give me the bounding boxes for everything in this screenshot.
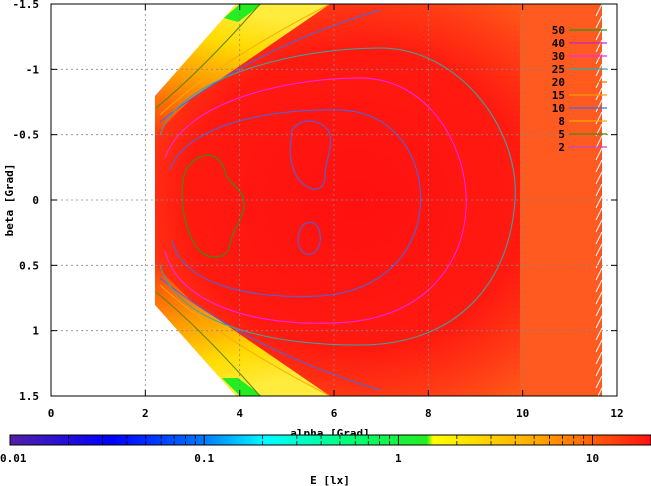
legend-label: 30 xyxy=(552,50,565,63)
sawtooth-tooth xyxy=(595,51,603,65)
sawtooth-tooth xyxy=(595,351,603,365)
sawtooth-tooth xyxy=(595,327,603,341)
unlit-right-region xyxy=(602,4,617,396)
sawtooth-tooth xyxy=(595,267,603,281)
y-tick-label: 0 xyxy=(32,194,39,207)
contour-10 xyxy=(159,9,381,123)
sawtooth-tooth xyxy=(595,63,603,77)
sawtooth-tooth xyxy=(595,363,603,377)
contour-30-left xyxy=(181,154,245,258)
sawtooth-tooth xyxy=(595,207,603,221)
plot-area xyxy=(51,4,617,396)
y-axis-title: beta [Grad] xyxy=(3,164,16,237)
legend-label: 40 xyxy=(552,37,565,50)
contour-15 xyxy=(159,47,516,346)
x-tick-label: 0 xyxy=(48,407,55,420)
sawtooth-tooth xyxy=(595,111,603,125)
sawtooth-tooth xyxy=(595,87,603,101)
sawtooth-tooth xyxy=(595,183,603,197)
sawtooth-tooth xyxy=(595,147,603,161)
sawtooth-tooth xyxy=(595,135,603,149)
colorbar-title: E [lx] xyxy=(310,474,350,486)
sawtooth-tooth xyxy=(595,15,603,29)
sawtooth-tooth xyxy=(595,219,603,233)
x-axis: 0 2 4 6 8 10 12 xyxy=(48,4,624,420)
contour-30-small xyxy=(297,221,321,255)
contour-5-bottom xyxy=(155,291,261,396)
sawtooth-tooth xyxy=(595,4,603,17)
illuminance-field xyxy=(155,4,602,396)
sawtooth-tooth xyxy=(595,243,603,257)
legend-label: 8 xyxy=(558,115,565,128)
sawtooth-tooth xyxy=(595,255,603,269)
x-tick-label: 6 xyxy=(331,407,338,420)
sawtooth-tooth xyxy=(595,303,603,317)
contour-20 xyxy=(164,77,467,324)
legend-label: 2 xyxy=(558,141,565,154)
colorbar-ticks: 0.01 0.1 1 10 xyxy=(0,435,651,465)
sawtooth-tooth xyxy=(595,39,603,53)
grid-lines xyxy=(51,4,617,396)
sawtooth-tooth xyxy=(595,99,603,113)
sawtooth-tooth xyxy=(595,339,603,353)
x-tick-label: 2 xyxy=(142,407,149,420)
illuminance-corner-top xyxy=(224,4,262,22)
sawtooth-tooth xyxy=(595,315,603,329)
x-tick-label: 8 xyxy=(425,407,432,420)
y-tick-label: 1.5 xyxy=(19,390,39,403)
legend-label: 15 xyxy=(552,89,565,102)
contour-10-bottom xyxy=(159,277,381,391)
sawtooth-tooth xyxy=(595,171,603,185)
y-tick-label: -1 xyxy=(26,63,40,76)
colorbar-tick-label: 0.1 xyxy=(194,452,214,465)
contour-8 xyxy=(159,4,331,116)
contour-25 xyxy=(169,109,422,297)
legend-label: 5 xyxy=(558,128,565,141)
y-tick-label: 0.5 xyxy=(19,259,39,272)
colorbar-tick-label: 10 xyxy=(586,452,599,465)
sawtooth-tooth xyxy=(595,231,603,245)
colorbar xyxy=(9,434,651,446)
contour-5 xyxy=(155,4,261,109)
legend-label: 25 xyxy=(552,63,565,76)
legend-label: 20 xyxy=(552,76,565,89)
colorbar-tick-label: 0.01 xyxy=(0,452,27,465)
illuminance-edge-top xyxy=(155,4,330,135)
colorbar-tick-label: 1 xyxy=(395,452,402,465)
illuminance-edge-bottom xyxy=(155,265,330,396)
y-axis: -1.5 -1 -0.5 0 0.5 1 1.5 xyxy=(13,0,617,403)
sawtooth-tooth xyxy=(595,159,603,173)
legend-label: 50 xyxy=(552,24,565,37)
unlit-left-region xyxy=(51,4,236,396)
x-tick-label: 12 xyxy=(610,407,623,420)
sawtooth-tooth xyxy=(595,291,603,305)
legend-label: 10 xyxy=(552,102,565,115)
contour-lines xyxy=(154,4,516,396)
y-tick-label: -0.5 xyxy=(13,129,40,142)
sawtooth-tooth xyxy=(595,279,603,293)
sawtooth-tooth xyxy=(597,387,603,396)
contour-8-bottom xyxy=(159,284,331,396)
x-tick-label: 10 xyxy=(516,407,529,420)
x-tick-label: 4 xyxy=(236,407,243,420)
y-tick-label: -1.5 xyxy=(13,0,40,11)
sawtooth-tooth xyxy=(595,375,603,389)
contour-30-center xyxy=(289,120,331,190)
sawtooth-tooth xyxy=(595,195,603,209)
illuminance-corner-bottom xyxy=(222,378,262,396)
y-tick-label: 1 xyxy=(32,325,39,338)
